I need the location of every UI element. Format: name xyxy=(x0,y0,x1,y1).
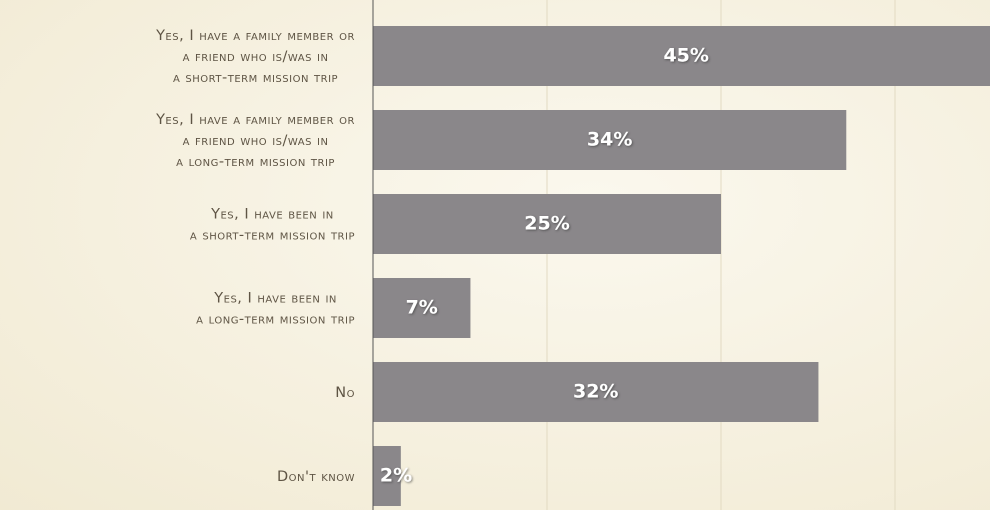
value-label: 32% xyxy=(573,381,618,403)
bar xyxy=(373,278,471,338)
value-label: 2% xyxy=(380,465,412,487)
category-label: Yes, I have a family member or a friend w… xyxy=(155,28,355,86)
bar xyxy=(373,110,847,170)
value-label: 34% xyxy=(587,129,632,151)
bar xyxy=(373,362,819,422)
bar xyxy=(373,26,990,86)
value-label: 7% xyxy=(406,297,438,319)
bar xyxy=(373,194,721,254)
category-label: Yes, I have been in a short-term mission … xyxy=(190,207,355,244)
category-label: Don't know xyxy=(277,469,355,485)
category-label: Yes, I have been in a long-term mission t… xyxy=(196,291,355,328)
category-label: No xyxy=(335,385,355,401)
category-label: Yes, I have a family member or a friend w… xyxy=(155,112,355,170)
value-label: 25% xyxy=(524,213,569,235)
bar xyxy=(373,446,401,506)
value-label: 45% xyxy=(663,45,708,67)
